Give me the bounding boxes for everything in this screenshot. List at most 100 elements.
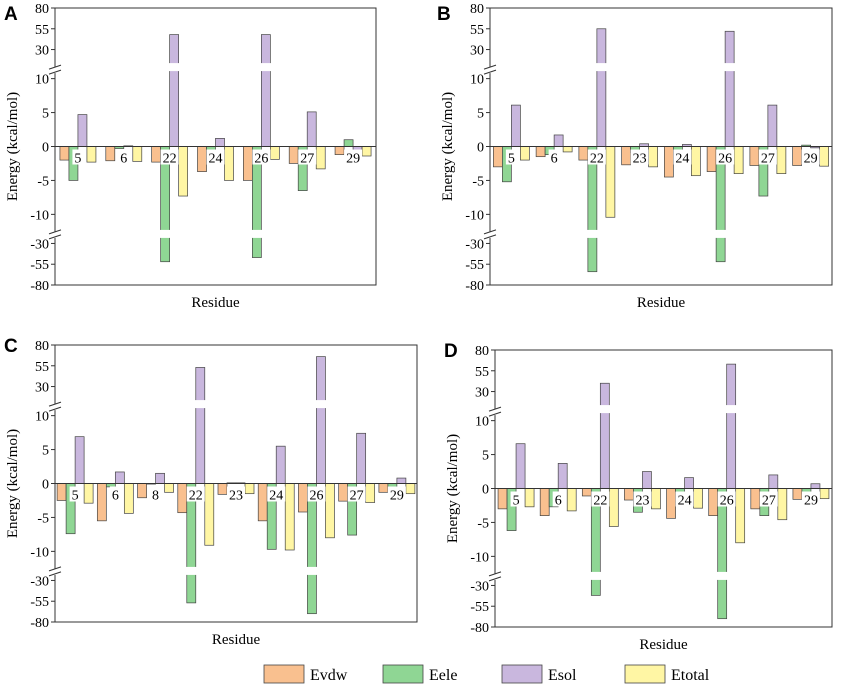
- y-axis-title: Energy (kcal/mol): [5, 429, 21, 538]
- residue-label-bg: [510, 491, 522, 507]
- bar-break-gap: [716, 571, 728, 580]
- bar-etotal-res-23: [651, 488, 661, 510]
- bar-esol-res-22: [599, 382, 610, 489]
- bar-evdw-res-23: [621, 146, 631, 166]
- y-tick-label: 80: [470, 2, 484, 17]
- bar-esol-res-23: [642, 471, 652, 489]
- residue-label-bg: [387, 486, 406, 502]
- residue-label-bg: [633, 491, 652, 507]
- bar-etotal-res-6: [562, 146, 573, 153]
- y-tick-label: 55: [35, 23, 49, 38]
- y-tick-label: 30: [470, 44, 484, 59]
- y-tick-label: 5: [482, 449, 489, 464]
- residue-label-bg: [548, 149, 560, 165]
- bar-evdw-res-6: [96, 483, 107, 522]
- bar-break-gap: [590, 571, 602, 580]
- bar-esol-res-27: [356, 432, 367, 484]
- y-tick-label: -80: [30, 279, 49, 294]
- residue-label-bg: [206, 149, 225, 165]
- bar-etotal-res-23: [244, 483, 255, 495]
- bar-evdw-res-29: [334, 146, 345, 155]
- residue-label-bg: [227, 486, 245, 502]
- y-axis-title: Energy (kcal/mol): [5, 92, 21, 201]
- y-axis-title: Energy (kcal/mol): [440, 92, 456, 201]
- x-axis-title: Residue: [191, 295, 240, 311]
- bar-etotal-res-5: [83, 483, 94, 504]
- bar-etotal-res-23: [648, 146, 658, 168]
- bar-esol-res-24: [684, 477, 694, 489]
- bar-etotal-res-22: [178, 146, 188, 197]
- residue-label-bg: [717, 491, 736, 507]
- bar-esol-res-26: [316, 356, 326, 484]
- y-tick-label: 80: [475, 344, 489, 359]
- residue-label-bg: [759, 491, 778, 507]
- bar-evdw-res-26: [298, 483, 308, 513]
- residue-label-bg: [505, 149, 517, 165]
- axis-break-gap: [489, 573, 501, 580]
- y-tick-label: -10: [30, 545, 49, 560]
- residue-label-bg: [186, 486, 205, 502]
- axis-break-mark: [48, 234, 62, 240]
- residue-label: 22: [163, 152, 177, 167]
- axis-break-mark: [483, 69, 497, 75]
- y-tick-label: 10: [475, 415, 489, 430]
- y-tick-label: -5: [37, 511, 49, 526]
- bar-etotal-res-22: [605, 146, 616, 218]
- bar-etotal-res-6: [123, 483, 134, 514]
- y-tick-label: 30: [35, 381, 49, 396]
- y-tick-label: -10: [470, 550, 489, 565]
- bar-esol-res-26: [261, 34, 271, 147]
- bar-evdw-res-24: [666, 488, 676, 519]
- residue-label-bg: [298, 149, 317, 165]
- residue-label-bg: [109, 486, 121, 502]
- bar-evdw-res-5: [497, 488, 508, 510]
- bar-etotal-res-26: [733, 146, 744, 174]
- bar-evdw-res-5: [493, 146, 503, 168]
- residue-label: 23: [229, 489, 243, 504]
- axis-break-gap: [484, 231, 496, 238]
- residue-label: 27: [761, 152, 775, 167]
- bar-evdw-res-29: [378, 483, 389, 493]
- panel-D: D 80 55 30 10 5 0 -5 -10 -30 -55 -80 Energy (kcal/mo…: [444, 341, 833, 653]
- residue-label: 23: [635, 494, 649, 509]
- residue-label: 27: [300, 152, 314, 167]
- residue-label: 5: [72, 489, 79, 504]
- x-axis-title: Residue: [639, 637, 688, 653]
- bar-etotal-res-24: [284, 483, 295, 551]
- bar-evdw-res-27: [338, 483, 349, 502]
- y-tick-label: 5: [477, 107, 484, 122]
- bar-esol-res-27: [767, 104, 778, 147]
- y-tick-label: -55: [30, 595, 49, 610]
- residue-label-bg: [552, 491, 564, 507]
- axis-break-mark: [48, 401, 62, 407]
- y-tick-label: -55: [465, 258, 484, 273]
- bar-evdw-res-26: [708, 488, 719, 516]
- legend-label-evdw: Evdw: [310, 667, 348, 684]
- axis-break-mark: [483, 234, 497, 240]
- residue-label: 5: [508, 152, 515, 167]
- axis-break-gap: [484, 67, 496, 74]
- residue-label-bg: [801, 149, 820, 165]
- bar-evdw-res-29: [792, 488, 803, 500]
- y-tick-label: 10: [35, 73, 49, 88]
- axis-break-mark: [483, 64, 497, 70]
- bar-etotal-res-22: [608, 488, 619, 527]
- bar-etotal-res-24: [693, 488, 703, 509]
- residue-label-bg: [344, 149, 363, 165]
- bar-evdw-res-5: [56, 483, 67, 501]
- bar-break-gap: [595, 63, 607, 72]
- y-tick-label: -10: [465, 208, 484, 223]
- bar-esol-res-22: [596, 28, 607, 147]
- y-tick-label: -5: [472, 174, 484, 189]
- bar-esol-res-27: [768, 474, 779, 489]
- bar-etotal-res-24: [691, 146, 701, 177]
- bar-etotal-res-8: [164, 483, 174, 493]
- residue-label-bg: [673, 149, 692, 165]
- residue-label: 22: [593, 494, 607, 509]
- legend-label-eele: Eele: [429, 667, 457, 684]
- bar-etotal-res-5: [86, 146, 97, 163]
- axis-break-gap: [49, 67, 61, 74]
- bar-esol-res-6: [114, 471, 125, 484]
- residue-label: 26: [718, 152, 732, 167]
- legend: Evdw Eele Esol Etotal: [263, 664, 710, 684]
